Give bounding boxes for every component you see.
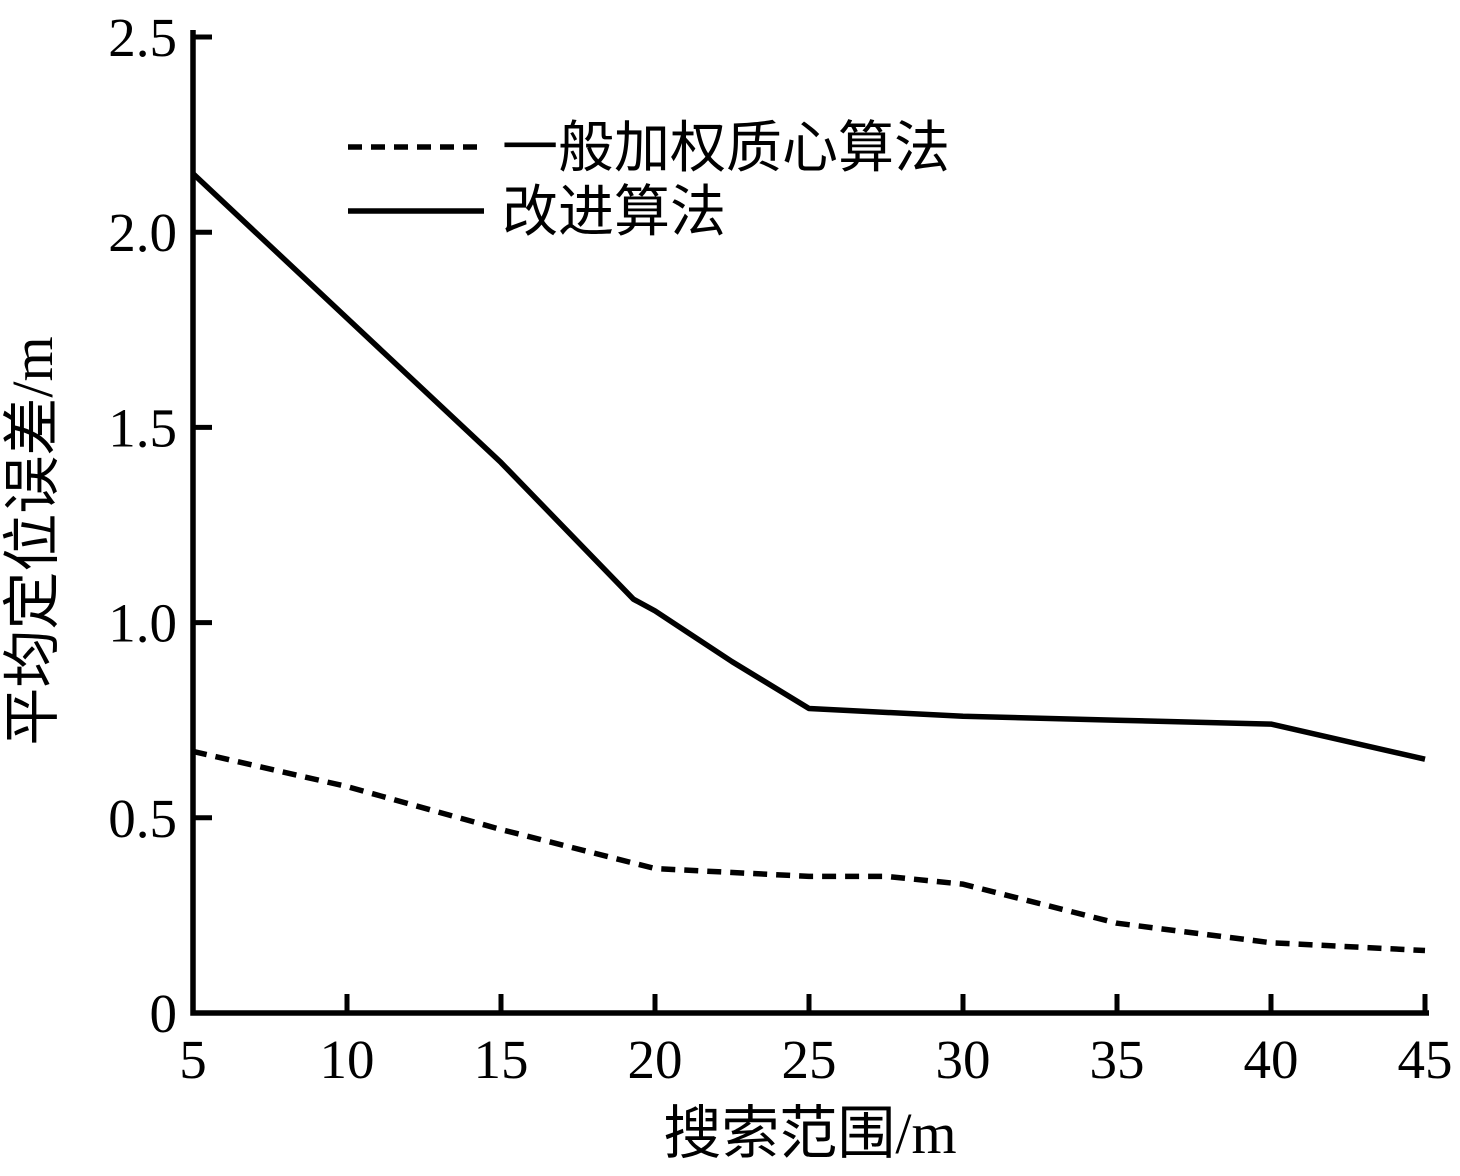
legend-label: 一般加权质心算法 [502, 118, 950, 180]
x-tick-label: 35 [1090, 1029, 1145, 1090]
axis-spines [190, 30, 1429, 1016]
x-tick-labels: 5 10 15 20 25 30 35 40 45 [179, 1029, 1452, 1090]
x-tick-label: 10 [320, 1029, 375, 1090]
y-tick-label: 1.0 [108, 593, 177, 654]
y-tick-label: 0.5 [108, 788, 177, 849]
y-tick-label: 2.5 [108, 7, 177, 68]
x-tick-label: 25 [782, 1029, 837, 1090]
x-tick-marks [344, 994, 1428, 1013]
y-tick-label: 1.5 [108, 397, 177, 458]
x-axis-title: 搜索范围/m [663, 1101, 956, 1166]
x-tick-label: 20 [628, 1029, 683, 1090]
legend-label: 改进算法 [502, 182, 726, 244]
y-axis-title: 平均定位误差/m [0, 336, 65, 745]
x-tick-label: 30 [936, 1029, 991, 1090]
x-tick-label: 5 [179, 1029, 207, 1090]
series-line-solid [191, 171, 1426, 762]
y-tick-marks [193, 34, 212, 821]
series-lines [191, 171, 1426, 954]
y-tick-label: 2.0 [108, 202, 177, 263]
y-tick-labels: 0 0.5 1.0 1.5 2.0 2.5 [108, 7, 177, 1044]
x-tick-label: 45 [1398, 1029, 1453, 1090]
x-tick-label: 40 [1244, 1029, 1299, 1090]
y-tick-label: 0 [150, 983, 178, 1044]
x-tick-label: 15 [474, 1029, 529, 1090]
series-line-dashed [192, 748, 1426, 954]
